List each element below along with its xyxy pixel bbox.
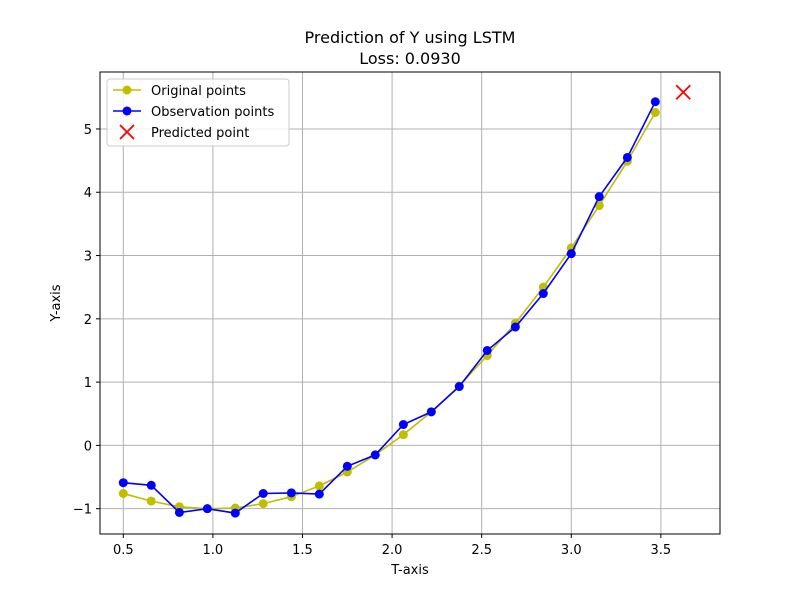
y-tick-label: 2: [84, 313, 92, 328]
data-point-original-points: [258, 499, 268, 509]
legend-swatch-original-marker: [122, 85, 132, 95]
ticks: 0.5 1.0 1.5 2.0 2.5 3.0 3.5 −1 0 1 2 3 4 5: [73, 123, 671, 558]
x-tick-label: 1.5: [292, 543, 313, 558]
x-tick-label: 0.5: [113, 543, 134, 558]
legend-label-original: Original points: [151, 84, 246, 99]
legend-swatch-observation-marker: [122, 106, 132, 116]
data-point-original-points: [314, 481, 324, 491]
y-tick-label: 0: [84, 439, 92, 454]
data-point-original-points: [118, 488, 128, 498]
y-tick-label: 4: [84, 186, 92, 201]
chart-subtitle: Loss: 0.0930: [359, 49, 461, 68]
x-tick-label: 1.0: [203, 543, 224, 558]
x-axis-label: T-axis: [390, 563, 429, 578]
data-point-observation-points: [174, 507, 184, 517]
data-point-observation-points: [342, 461, 352, 471]
data-point-observation-points: [510, 322, 520, 332]
plot-frame: [99, 71, 721, 535]
series: [118, 84, 691, 518]
data-point-predicted-point: [675, 84, 691, 100]
data-point-observation-points: [258, 488, 268, 498]
data-point-observation-points: [622, 152, 632, 162]
data-point-observation-points: [566, 249, 576, 259]
legend-box: [106, 78, 290, 147]
x-tick-label: 2.0: [382, 543, 403, 558]
data-point-observation-points: [482, 345, 492, 355]
data-point-observation-points: [118, 478, 128, 488]
data-point-observation-points: [370, 450, 380, 460]
y-tick-label: −1: [73, 503, 92, 518]
data-point-original-points: [146, 496, 156, 506]
y-axis-label: Y-axis: [49, 284, 64, 322]
data-point-observation-points: [314, 489, 324, 499]
data-point-observation-points: [650, 97, 660, 107]
data-point-observation-points: [454, 382, 464, 392]
data-point-original-points: [650, 108, 660, 118]
data-point-observation-points: [426, 407, 436, 417]
y-tick-label: 5: [84, 123, 92, 138]
y-tick-label: 1: [84, 376, 92, 391]
x-tick-label: 3.5: [651, 543, 672, 558]
data-point-observation-points: [286, 488, 296, 498]
legend: Original points Observation points Predi…: [106, 78, 290, 147]
data-point-observation-points: [230, 508, 240, 518]
x-tick-label: 2.5: [471, 543, 492, 558]
series-line-original-points: [123, 112, 656, 510]
legend-swatch-predicted-marker: [119, 124, 135, 140]
data-point-observation-points: [594, 192, 604, 202]
data-point-observation-points: [538, 289, 548, 299]
data-point-observation-points: [398, 420, 408, 430]
x-tick-label: 3.0: [561, 543, 582, 558]
series-line-observation-points: [123, 101, 657, 514]
chart-title: Prediction of Y using LSTM: [305, 28, 516, 47]
legend-label-predicted: Predicted point: [151, 126, 249, 141]
data-point-observation-points: [202, 504, 212, 514]
data-point-observation-points: [146, 480, 156, 490]
data-point-original-points: [594, 201, 604, 211]
legend-label-observation: Observation points: [151, 105, 274, 120]
y-tick-label: 3: [84, 250, 92, 265]
data-point-original-points: [398, 430, 408, 440]
